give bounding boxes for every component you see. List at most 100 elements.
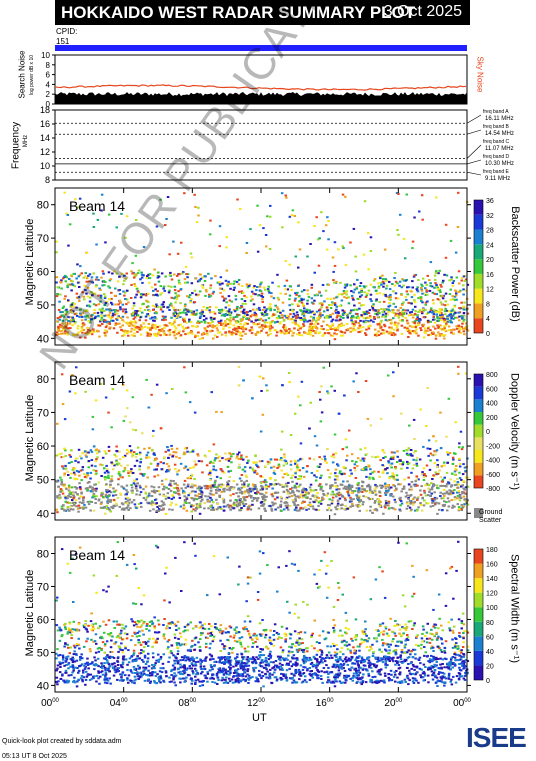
scatter-cell <box>94 285 98 288</box>
scatter-cell <box>60 314 63 317</box>
scatter-cell <box>256 491 260 494</box>
scatter-cell <box>407 476 410 479</box>
scatter-cell <box>154 310 158 313</box>
scatter-cell <box>461 484 464 487</box>
scatter-cell <box>152 501 155 504</box>
scatter-cell <box>59 280 62 283</box>
scatter-cell <box>407 663 410 665</box>
scatter-cell <box>117 303 120 306</box>
freq-band-value: 16.11 MHz <box>485 116 514 122</box>
scatter-cell <box>298 496 301 499</box>
scatter-cell <box>227 304 231 307</box>
scatter-cell <box>330 304 334 306</box>
freq-ytick-label: 18 <box>40 105 50 115</box>
scatter-cell <box>322 333 326 336</box>
scatter-cell <box>262 309 265 311</box>
scatter-cell <box>95 472 98 475</box>
scatter-cell <box>361 503 365 506</box>
scatter-cell <box>110 478 113 481</box>
scatter-cell <box>172 240 175 243</box>
scatter-cell <box>125 389 129 392</box>
scatter-cell <box>237 583 240 586</box>
scatter-cell <box>192 499 196 502</box>
scatter-cell <box>279 495 283 498</box>
scatter-cell <box>284 328 287 331</box>
scatter-cell <box>422 316 426 319</box>
scatter-cell <box>309 488 313 491</box>
scatter-cell <box>335 508 338 511</box>
scatter-cell <box>101 270 105 273</box>
scatter-cell <box>276 496 279 499</box>
scatter-cell <box>360 294 364 297</box>
scatter-cell <box>294 498 297 501</box>
scatter-cell <box>446 461 449 464</box>
scatter-cell <box>423 336 426 339</box>
scatter-cell <box>124 415 127 418</box>
scatter-cell <box>213 481 217 484</box>
scatter-cell <box>462 320 465 323</box>
scatter-cell <box>460 325 463 328</box>
scatter-cell <box>337 412 341 415</box>
scatter-cell <box>422 504 426 507</box>
scatter-cell <box>129 507 132 510</box>
scatter-cell <box>265 245 268 248</box>
scatter-cell <box>193 289 197 292</box>
scatter-cell <box>308 457 311 460</box>
scatter-cell <box>69 508 73 511</box>
scatter-cell <box>161 303 165 306</box>
scatter-cell <box>245 242 249 244</box>
scatter-cell <box>130 501 134 504</box>
scatter-cell <box>131 455 134 458</box>
scatter-cell <box>167 456 170 459</box>
scatter-cell <box>344 291 348 294</box>
scatter-cell <box>317 497 321 499</box>
scatter-cell <box>418 318 422 321</box>
scatter-cell <box>329 472 333 475</box>
scatter-cell <box>62 327 65 330</box>
scatter-cell <box>388 319 391 321</box>
scatter-cell <box>127 504 130 507</box>
scatter-cell <box>295 311 299 314</box>
scatter-cell <box>433 496 437 499</box>
scatter-cell <box>228 312 231 315</box>
scatter-cell <box>57 330 60 332</box>
scatter-cell <box>58 318 62 321</box>
scatter-cell <box>196 331 200 334</box>
scatter-cell <box>132 302 136 305</box>
scatter-cell <box>392 477 395 480</box>
scatter-cell <box>320 294 323 297</box>
scatter-cell <box>144 294 148 297</box>
scatter-cell <box>395 474 399 477</box>
scatter-cell <box>118 458 122 461</box>
scatter-cell <box>150 504 154 507</box>
scatter-cell <box>132 304 136 307</box>
scatter-cell <box>225 310 229 313</box>
scatter-cell <box>361 488 365 491</box>
scatter-cell <box>447 329 451 332</box>
scatter-cell <box>425 483 429 486</box>
scatter-cell <box>78 315 81 318</box>
scatter-cell <box>268 248 272 250</box>
scatter-cell <box>245 495 249 498</box>
scatter-cell <box>63 191 66 194</box>
scatter-cell <box>298 331 301 334</box>
scatter-cell <box>228 680 232 683</box>
scatter-cell <box>394 508 397 511</box>
scatter-cell <box>291 480 294 483</box>
scatter-cell <box>271 495 275 498</box>
scatter-cell <box>171 494 174 497</box>
scatter-cell <box>227 283 230 286</box>
scatter-cell <box>392 290 395 293</box>
scatter-cell <box>387 308 390 311</box>
scatter-cell <box>449 311 453 314</box>
scatter-cell <box>186 309 189 312</box>
scatter-cell <box>157 275 161 278</box>
scatter-cell <box>300 334 304 337</box>
scatter-cell <box>449 288 452 291</box>
scatter-cell <box>224 279 228 282</box>
scatter-cell <box>390 332 394 334</box>
scatter-cell <box>76 281 80 284</box>
scatter-cell <box>118 293 122 295</box>
scatter-cell <box>199 492 203 495</box>
scatter-cell <box>55 295 59 298</box>
